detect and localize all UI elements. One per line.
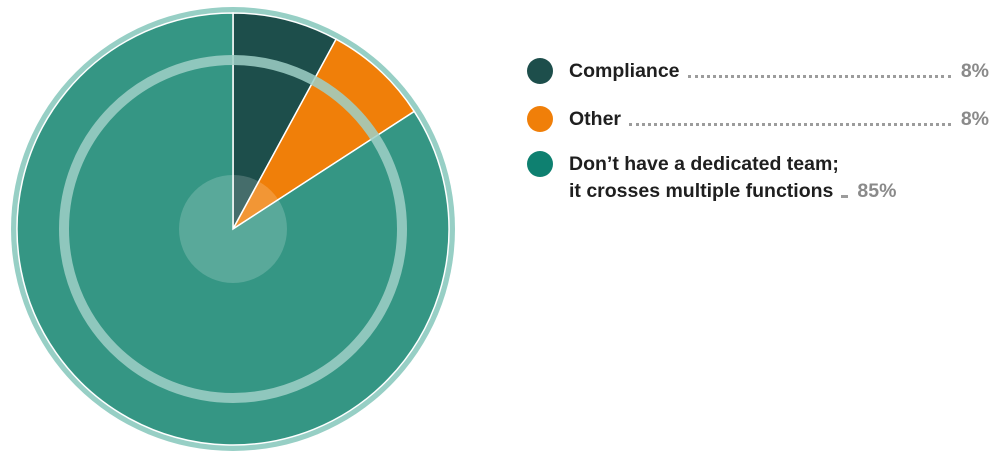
legend-item-other: Other 8%	[527, 106, 989, 133]
legend-swatch-compliance	[527, 58, 553, 84]
legend-label-other: Other	[569, 108, 622, 130]
legend-item-no-dedicated-team: Don’t have a dedicated team; it crosses …	[527, 151, 989, 205]
legend-label-compliance: Compliance	[569, 60, 680, 82]
legend-value-compliance: 8%	[960, 60, 989, 82]
pie-slice-other	[232, 38, 416, 230]
legend-label-no-dedicated-team-line1: Don’t have a dedicated team;	[569, 153, 839, 175]
legend-swatch-no-dedicated-team	[527, 151, 553, 177]
legend: Compliance 8% Other 8% Don’t have a dedi…	[527, 58, 989, 223]
legend-value-other: 8%	[960, 108, 989, 130]
legend-label-no-dedicated-team-line2: it crosses multiple functions	[569, 180, 834, 202]
leader-dots	[841, 195, 848, 198]
leader-dots	[687, 75, 951, 78]
legend-value-no-dedicated-team: 85%	[857, 180, 897, 202]
pie-chart	[11, 7, 455, 451]
inner-ring	[59, 55, 407, 403]
pie-slice-no-dedicated-team	[16, 12, 450, 446]
legend-swatch-other	[527, 106, 553, 132]
center-highlight	[179, 175, 287, 283]
legend-item-compliance: Compliance 8%	[527, 58, 989, 85]
leader-dots	[629, 123, 951, 126]
